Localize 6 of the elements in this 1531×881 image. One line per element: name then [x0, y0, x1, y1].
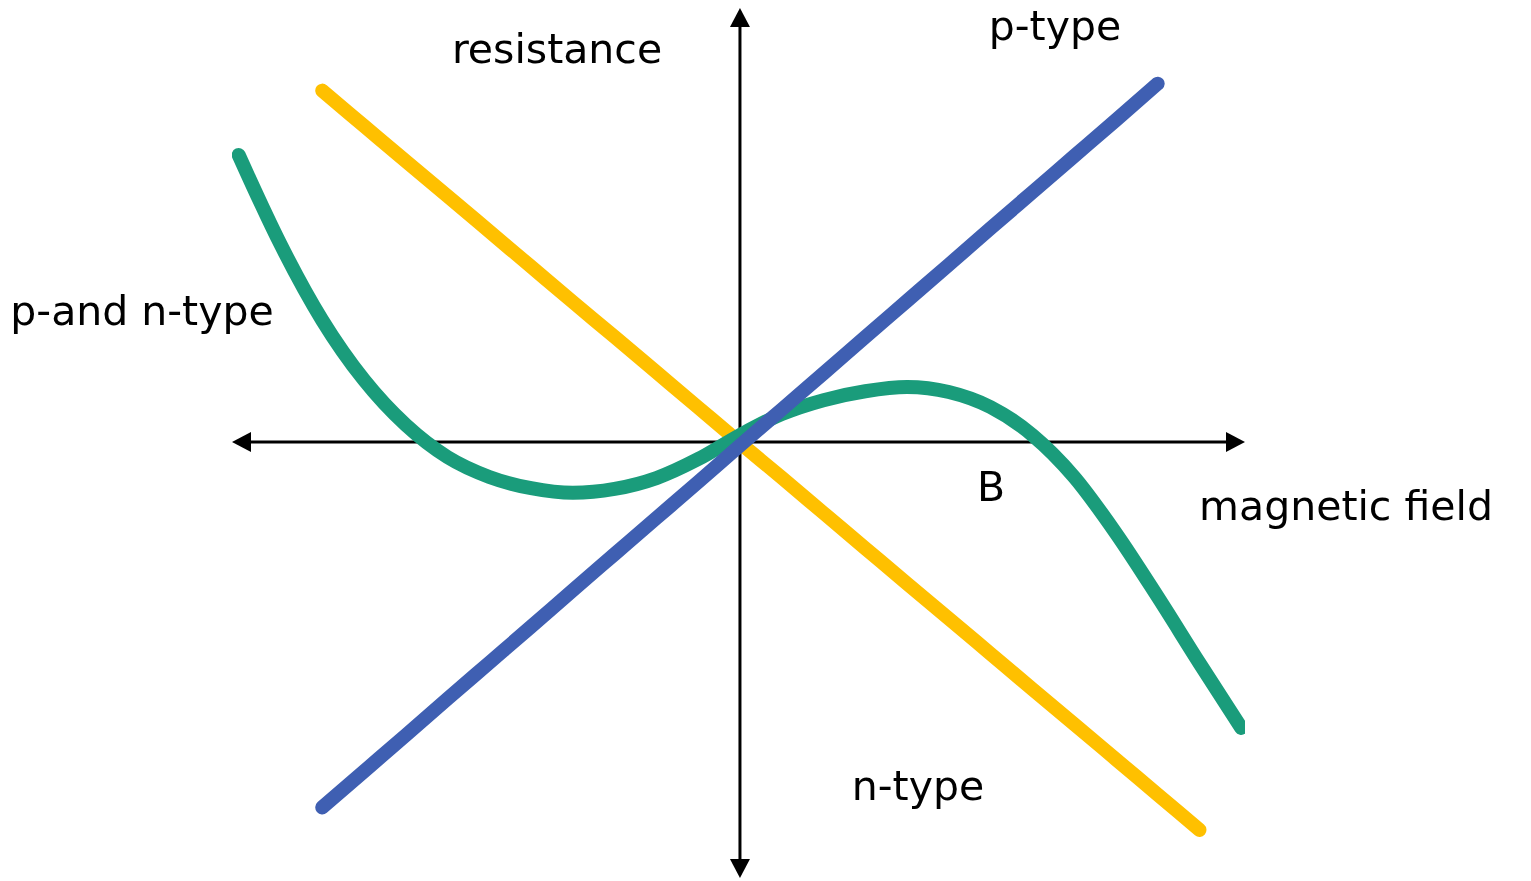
x-axis-title: magnetic field [1199, 482, 1493, 530]
text: n-type [851, 762, 985, 810]
annotation: B [976, 463, 1006, 511]
series-label: p-and n-type [10, 287, 274, 335]
series-label: p-type [988, 2, 1122, 50]
y-axis-title: resistance [451, 25, 663, 73]
